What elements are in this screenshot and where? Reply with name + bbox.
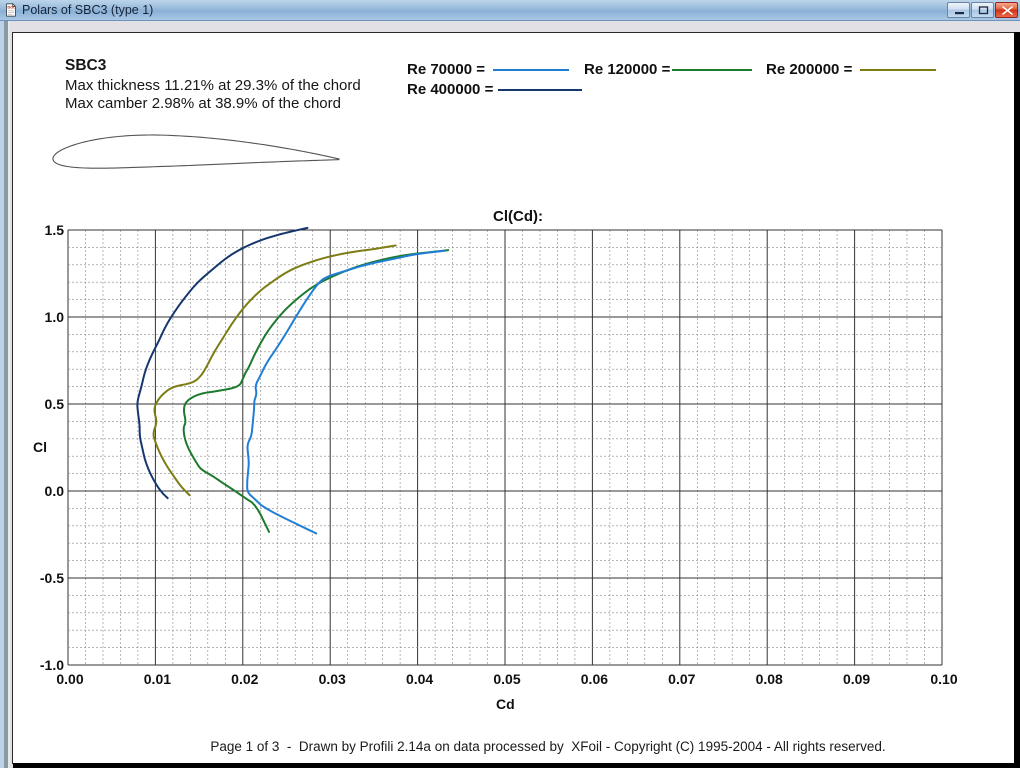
svg-text:DOC: DOC bbox=[8, 6, 17, 10]
